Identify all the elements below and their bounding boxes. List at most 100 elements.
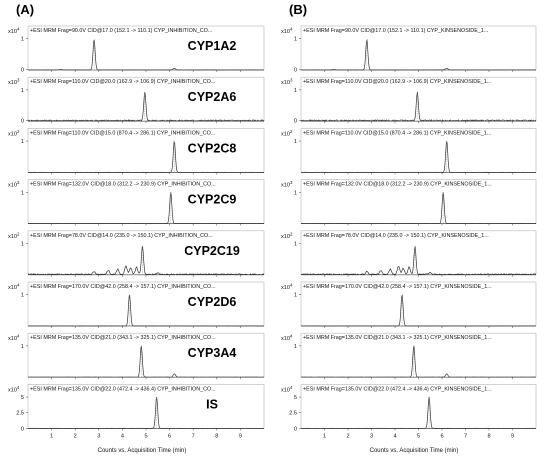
y-multiplier: x102 [8, 231, 20, 240]
y-tick-label: 0 [294, 119, 297, 125]
x-tick-label: 1 [50, 433, 53, 439]
enzyme-label: CYP1A2 [188, 39, 237, 53]
enzyme-label: IS [206, 397, 218, 411]
y-multiplier: x104 [8, 385, 20, 394]
y-tick-label: 1 [294, 88, 297, 94]
y-tick-label: 1 [294, 344, 297, 350]
x-axis-label-a: Counts vs. Acquisition Time (min) [98, 448, 187, 454]
x-tick-label: 4 [121, 433, 124, 439]
y-tick-label: 1 [294, 37, 297, 43]
enzyme-label: CYP2C9 [188, 193, 237, 207]
x-tick-label: 6 [168, 433, 171, 439]
trace-line [27, 245, 265, 276]
y-tick-label: 1 [21, 37, 24, 43]
x-tick-label: 6 [440, 433, 443, 439]
y-multiplier: x103 [281, 180, 293, 189]
y-tick-label: 2.5 [16, 411, 24, 417]
y-multiplier: x104 [281, 283, 293, 292]
trace-line [300, 192, 537, 224]
plot-frame [300, 25, 537, 71]
trace-line [27, 140, 265, 173]
x-axis-label-b: Counts vs. Acquisition Time (min) [370, 448, 459, 454]
y-tick-label: 0 [21, 67, 24, 73]
trace-header: +ESI MRM Frag=78.0V CID@14.0 (235.0 -> 1… [303, 233, 489, 239]
trace-header: +ESI MRM Frag=90.0V CID@17.0 (152.1 -> 1… [303, 28, 488, 34]
x-tick-label: 3 [97, 433, 100, 439]
trace-header: +ESI MRM Frag=110.0V CID@15.0 (870.4 -> … [30, 130, 215, 136]
y-tick-label: 0 [21, 426, 24, 432]
plot-frame [300, 332, 537, 378]
plot-frame [27, 179, 265, 224]
y-tick-label: 0 [294, 67, 297, 73]
x-tick-label: 9 [511, 433, 514, 439]
y-tick-label: 5 [21, 395, 24, 401]
x-tick-label: 1 [323, 433, 326, 439]
trace-line [27, 345, 265, 378]
y-tick-label: 0 [294, 426, 297, 432]
trace-header: +ESI MRM Frag=170.0V CID@42.0 (258.4 -> … [30, 284, 216, 290]
y-tick-label: 1 [294, 190, 297, 196]
x-tick-label: 2 [74, 433, 77, 439]
trace-line [27, 294, 265, 327]
trace-header: +ESI MRM Frag=110.0V CID@20.0 (162.9 -> … [30, 79, 215, 85]
plot-frame [27, 128, 265, 173]
x-tick-label: 4 [393, 433, 396, 439]
y-tick-label: 1 [294, 241, 297, 247]
x-tick-label: 2 [346, 433, 349, 439]
enzyme-label: CYP2A6 [188, 90, 237, 104]
y-tick-label: 1 [21, 190, 24, 196]
trace-header: +ESI MRM Frag=90.0V CID@17.0 (152.1 -> 1… [30, 28, 212, 34]
y-tick-label: 1 [21, 344, 24, 350]
trace-header: +ESI MRM Frag=170.0V CID@42.0 (258.4 -> … [303, 284, 492, 290]
enzyme-label: CYP2C8 [188, 141, 237, 155]
x-tick-label: 8 [215, 433, 218, 439]
y-multiplier: x104 [8, 283, 20, 292]
y-multiplier: x104 [8, 27, 20, 36]
trace-header: +ESI MRM Frag=135.0V CID@22.0 (472.4 -> … [30, 386, 216, 392]
trace-line [300, 396, 537, 429]
trace-line [28, 39, 265, 71]
y-multiplier: x104 [8, 334, 20, 343]
trace-header: +ESI MRM Frag=135.0V CID@22.0 (472.4 -> … [303, 386, 492, 392]
trace-line [27, 92, 265, 122]
y-tick-label: 1 [21, 241, 24, 247]
x-tick-label: 8 [487, 433, 490, 439]
trace-line [300, 345, 537, 378]
plot-frame [27, 76, 265, 122]
plot-frame [27, 384, 265, 429]
trace-line [27, 192, 265, 224]
trace-line [300, 39, 537, 71]
y-tick-label: 1 [21, 293, 24, 299]
y-multiplier: x103 [8, 180, 20, 189]
plot-frame [27, 25, 265, 71]
y-tick-label: 2.5 [289, 411, 297, 417]
x-tick-label: 3 [370, 433, 373, 439]
plot-frame [300, 76, 537, 122]
y-multiplier: x103 [281, 78, 293, 87]
trace-header: +ESI MRM Frag=135.0V CID@21.0 (343.1 -> … [30, 335, 216, 341]
enzyme-label: CYP2D6 [188, 295, 237, 309]
trace-line [300, 294, 537, 327]
x-tick-label: 9 [239, 433, 242, 439]
plot-frame [300, 281, 537, 327]
trace-line [300, 92, 537, 122]
y-tick-label: 1 [21, 139, 24, 145]
trace-header: +ESI MRM Frag=132.0V CID@18.0 (312.2 -> … [30, 182, 216, 188]
y-multiplier: x102 [281, 129, 293, 138]
x-tick-label: 5 [144, 433, 147, 439]
y-tick-label: 1 [21, 88, 24, 94]
trace-line [300, 246, 537, 276]
plot-frame [27, 332, 265, 378]
enzyme-label: CYP3A4 [188, 346, 237, 360]
y-tick-label: 5 [294, 395, 297, 401]
panel-label-b: (B) [289, 2, 307, 17]
x-tick-label: 5 [417, 433, 420, 439]
y-multiplier: x102 [8, 129, 20, 138]
trace-header: +ESI MRM Frag=135.0V CID@21.0 (343.1 -> … [303, 335, 492, 341]
y-tick-label: 1 [294, 293, 297, 299]
x-tick-label: 7 [464, 433, 467, 439]
trace-header: +ESI MRM Frag=110.0V CID@15.0 (870.4 -> … [303, 130, 491, 136]
trace-line [27, 396, 265, 429]
trace-header: +ESI MRM Frag=78.0V CID@14.0 (235.0 -> 1… [30, 233, 213, 239]
